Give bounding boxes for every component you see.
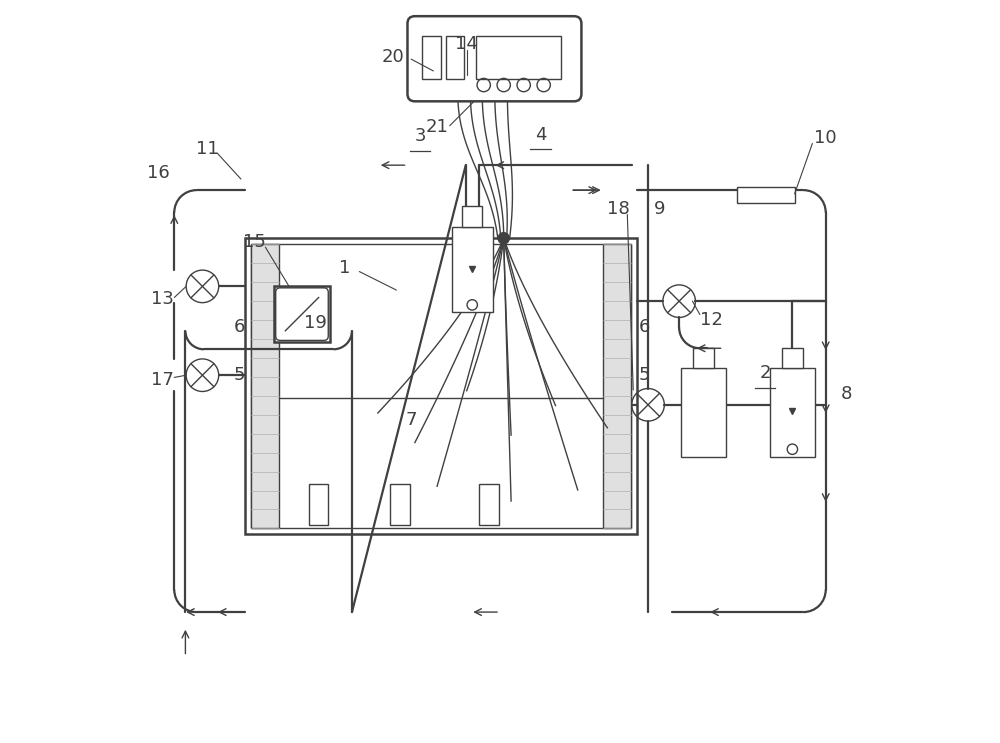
Text: 3: 3 xyxy=(414,127,426,145)
Text: 4: 4 xyxy=(535,126,546,143)
Text: 15: 15 xyxy=(243,233,266,251)
Bar xyxy=(772,406,812,455)
Bar xyxy=(454,263,490,310)
Text: 8: 8 xyxy=(841,385,852,403)
Bar xyxy=(452,227,493,312)
Bar xyxy=(770,368,815,457)
Text: 12: 12 xyxy=(700,311,722,328)
Bar xyxy=(693,348,714,368)
Bar xyxy=(681,368,726,457)
Text: 14: 14 xyxy=(455,35,478,53)
Text: 16: 16 xyxy=(147,164,169,182)
Text: 13: 13 xyxy=(151,290,174,308)
Text: 17: 17 xyxy=(151,372,174,389)
Circle shape xyxy=(499,233,509,244)
Bar xyxy=(476,36,561,79)
Bar xyxy=(462,206,482,227)
Bar xyxy=(251,244,631,528)
Text: 7: 7 xyxy=(405,411,417,429)
Bar xyxy=(422,36,441,79)
Bar xyxy=(251,244,279,528)
Bar xyxy=(737,187,795,204)
Text: 10: 10 xyxy=(814,129,837,147)
Text: 6: 6 xyxy=(234,318,245,336)
Bar xyxy=(479,484,499,525)
Bar xyxy=(309,484,328,525)
Bar xyxy=(245,239,637,534)
FancyBboxPatch shape xyxy=(407,16,581,101)
Text: 19: 19 xyxy=(304,314,326,332)
Text: 2: 2 xyxy=(759,364,771,382)
Bar xyxy=(446,36,464,79)
Text: 21: 21 xyxy=(426,118,449,136)
Bar xyxy=(782,348,803,368)
Text: 5: 5 xyxy=(234,366,245,384)
Text: 6: 6 xyxy=(639,318,650,336)
Text: 1: 1 xyxy=(339,259,350,277)
Text: 5: 5 xyxy=(639,366,650,384)
Text: 20: 20 xyxy=(381,48,404,66)
Text: 11: 11 xyxy=(196,140,219,158)
Text: 18: 18 xyxy=(607,200,630,218)
Bar xyxy=(390,484,410,525)
Bar xyxy=(603,244,631,528)
Text: 9: 9 xyxy=(653,200,665,218)
Bar xyxy=(274,286,330,342)
